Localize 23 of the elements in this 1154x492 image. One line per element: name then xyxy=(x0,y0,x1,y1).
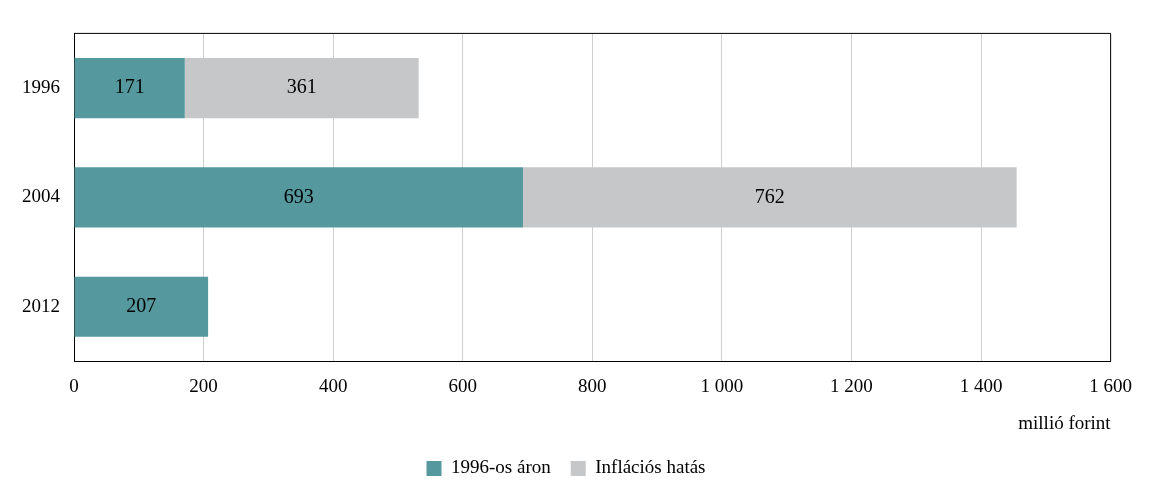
data-label: 693 xyxy=(283,184,314,207)
bar xyxy=(74,58,185,119)
x-tick-label: 1 000 xyxy=(700,374,744,396)
x-tick-label: 800 xyxy=(578,374,607,396)
data-label: 762 xyxy=(754,184,785,207)
bar xyxy=(74,276,209,337)
data-label: 207 xyxy=(126,293,157,316)
data-label: 171 xyxy=(114,75,145,98)
x-tick-label: 600 xyxy=(448,374,477,396)
x-tick-label: 1 200 xyxy=(830,374,873,396)
x-tick-label: 0 xyxy=(69,374,79,396)
x-tick-label: 1 400 xyxy=(959,374,1003,396)
bar xyxy=(74,167,523,228)
legend-label: 1996-os áron xyxy=(451,456,552,478)
y-tick-label: 1996 xyxy=(22,76,60,98)
x-tick-label: 200 xyxy=(189,374,218,396)
data-label: 361 xyxy=(286,75,317,98)
legend-label: Inflációs hatás xyxy=(595,456,706,478)
y-tick-label: 2004 xyxy=(22,185,61,207)
x-tick-label: 400 xyxy=(318,374,348,396)
y-tick-label: 2012 xyxy=(22,294,60,316)
x-axis-title: millió forint xyxy=(1018,411,1112,433)
x-tick-label: 1 600 xyxy=(1089,374,1132,396)
